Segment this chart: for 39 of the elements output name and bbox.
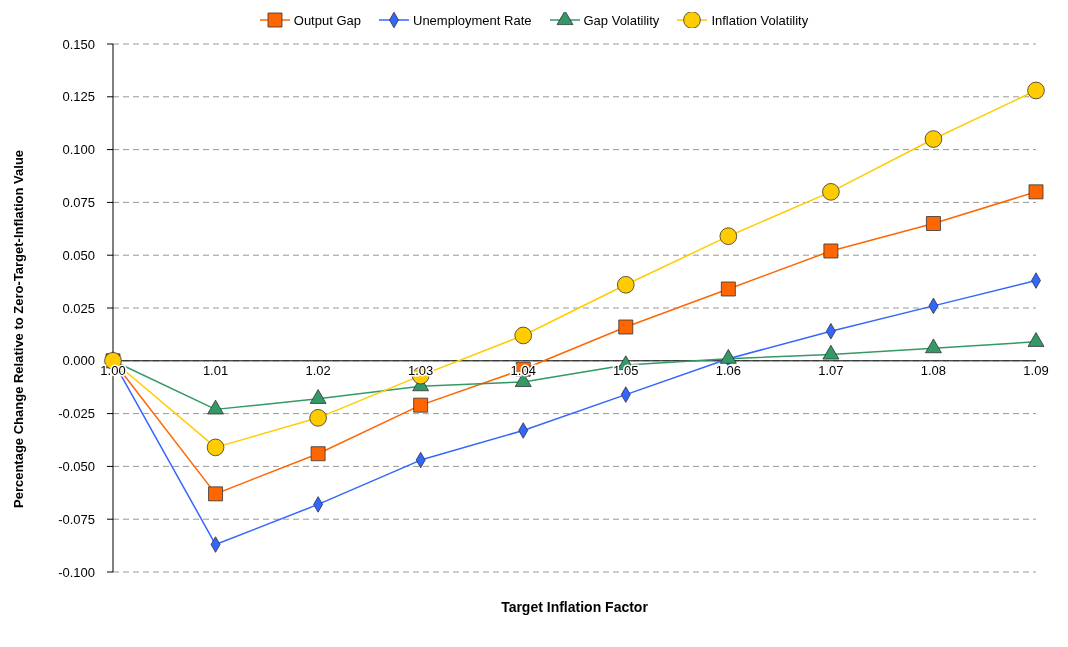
point — [720, 281, 736, 297]
x-tick-label: 1.01 — [202, 362, 229, 378]
y-tick-label: 0.100 — [62, 142, 95, 158]
point — [1027, 81, 1045, 100]
y-axis-title: Percentage Change Relative to Zero-Target-Inflation Value — [10, 149, 26, 508]
point — [618, 319, 634, 335]
y-tick-label: 0.125 — [62, 89, 95, 105]
point — [413, 397, 429, 413]
point — [1028, 184, 1044, 200]
x-tick-label: 1.07 — [818, 362, 844, 378]
point — [823, 243, 839, 259]
point — [309, 409, 327, 427]
y-tick-label: 0.025 — [62, 300, 95, 316]
y-tick-label: 0.050 — [62, 247, 95, 263]
legend-label: Inflation Volatility — [711, 12, 809, 28]
y-tick-label: 0.000 — [62, 353, 95, 369]
point — [514, 326, 532, 345]
legend-label: Gap Volatility — [583, 12, 660, 28]
point — [822, 183, 840, 201]
y-tick-label: -0.025 — [58, 406, 95, 422]
y-tick-label: -0.050 — [58, 459, 95, 475]
point — [617, 276, 635, 294]
y-tick-label: -0.075 — [58, 511, 95, 527]
point — [719, 227, 738, 245]
point — [206, 438, 225, 457]
y-tick-label: 0.075 — [62, 195, 95, 211]
x-tick-label: 1.08 — [920, 362, 947, 378]
y-tick-label: 0.150 — [62, 36, 95, 52]
legend-label: Output Gap — [293, 12, 361, 28]
point — [924, 130, 943, 148]
point — [310, 446, 326, 462]
x-tick-label: 1.09 — [1023, 362, 1049, 378]
point — [208, 486, 223, 502]
legend-label: Unemployment Rate — [413, 12, 532, 28]
x-tick-label: 1.02 — [305, 362, 331, 378]
x-axis-title: Target Inflation Factor — [501, 599, 649, 615]
x-tick-label: 1.06 — [715, 362, 741, 378]
y-tick-label: -0.100 — [58, 564, 95, 580]
point — [926, 216, 941, 231]
